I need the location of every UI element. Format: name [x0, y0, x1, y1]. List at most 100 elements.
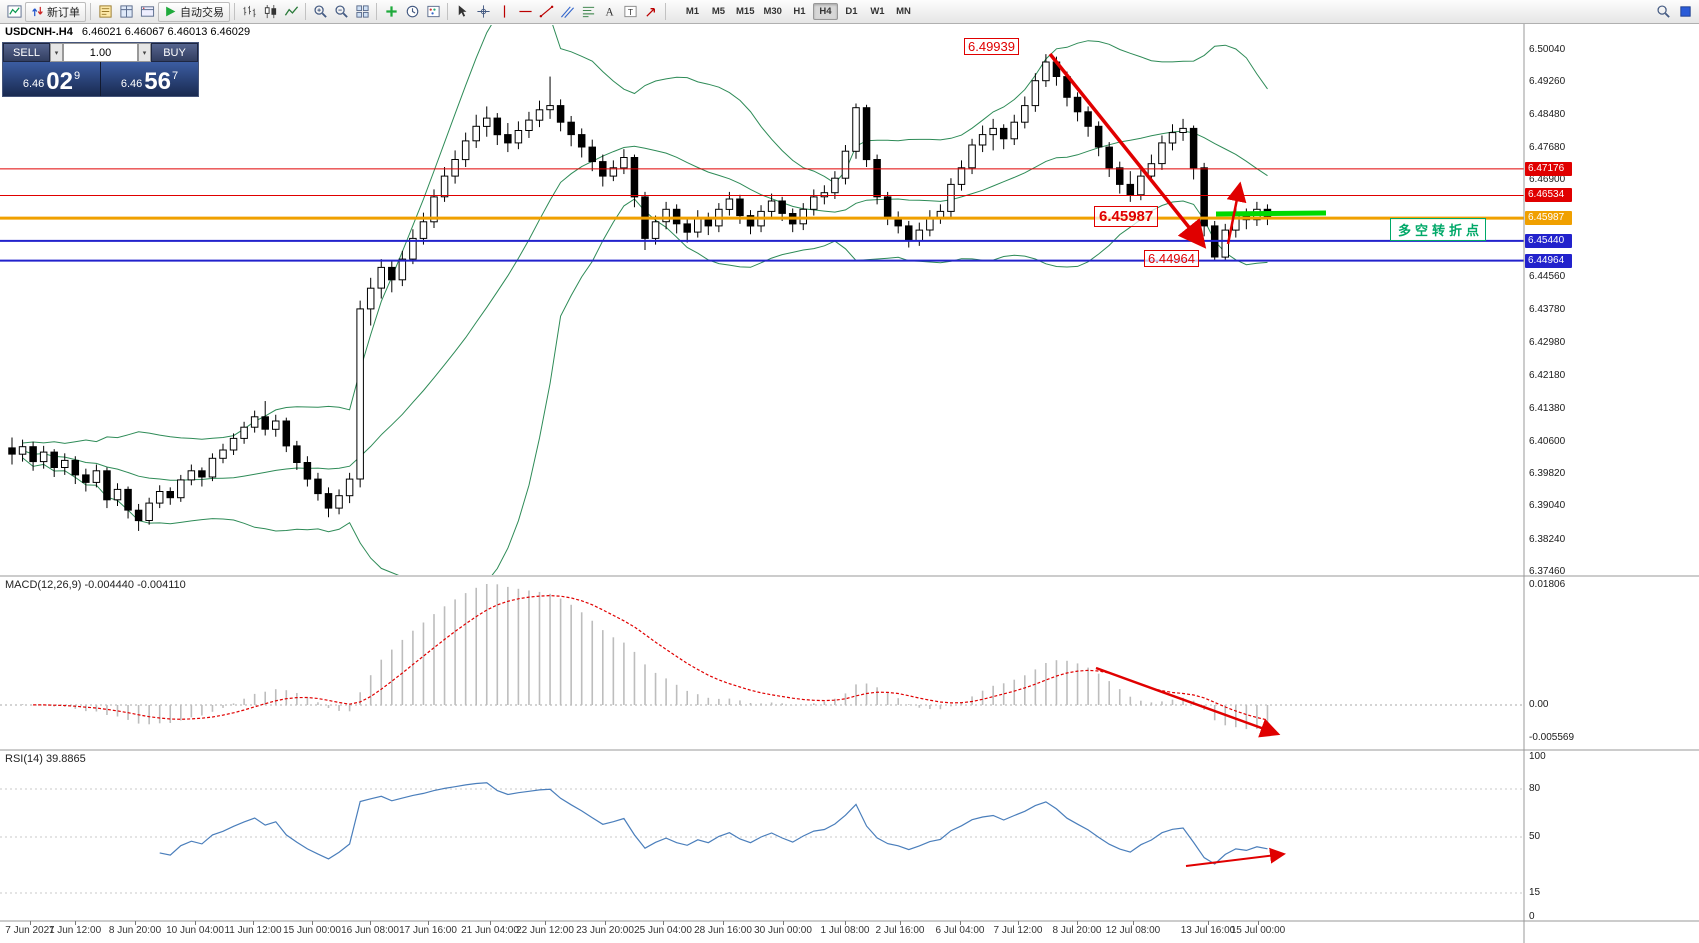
bollinger-lower-band	[22, 198, 1268, 575]
candle-body	[272, 420, 280, 430]
candle-body	[345, 478, 354, 497]
toolbar-separator	[234, 3, 235, 20]
candle-body	[1105, 146, 1113, 169]
turning-point-label[interactable]: 多空转折点	[1390, 218, 1487, 241]
candlestick-chart-type-icon[interactable]	[260, 2, 280, 22]
candle-body	[356, 308, 364, 480]
data-window-icon[interactable]	[116, 2, 136, 22]
trendline-tool-icon[interactable]	[536, 2, 556, 22]
timeframe-d1-button[interactable]: D1	[845, 6, 858, 17]
timeframe-h1-button[interactable]: H1	[793, 6, 806, 17]
candle-body	[883, 196, 892, 219]
fibonacci-tool-icon[interactable]	[578, 2, 598, 22]
bar-chart-type-icon[interactable]	[239, 2, 259, 22]
macd-panel	[0, 584, 1524, 730]
sell-button[interactable]: SELL	[3, 43, 50, 62]
toolbar-separator	[447, 3, 448, 20]
rsi-line	[159, 782, 1268, 865]
candle-body	[177, 479, 185, 499]
timeframe-m1-button[interactable]: M1	[685, 6, 700, 17]
add-indicator-icon[interactable]	[381, 2, 401, 22]
zoom-in-icon[interactable]	[310, 2, 330, 22]
timeframe-mn-button[interactable]: MN	[896, 6, 911, 17]
autotrading-button[interactable]: 自动交易	[158, 1, 230, 22]
tile-windows-icon[interactable]	[352, 2, 372, 22]
autotrading-label: 自动交易	[180, 6, 224, 19]
candle-body	[461, 140, 470, 161]
candle-body	[1158, 142, 1166, 165]
candle-body	[831, 177, 839, 194]
timeframe-m30-button[interactable]: M30	[763, 6, 782, 17]
candle-body	[810, 196, 818, 210]
timeframe-w1-button[interactable]: W1	[870, 6, 885, 17]
candle-body	[1010, 121, 1018, 140]
candle-body	[8, 447, 16, 455]
sell-price[interactable]: 6.46 02 9	[3, 62, 100, 96]
candle-body	[651, 221, 660, 239]
low-price-label[interactable]: 6.44964	[1144, 250, 1199, 267]
search-icon[interactable]	[1653, 2, 1673, 22]
candle-body	[398, 258, 407, 281]
candle-body	[1084, 111, 1092, 127]
candle-body	[493, 117, 502, 136]
symbol-period-label: USDCNH-.H4	[5, 26, 73, 38]
market-watch-icon[interactable]	[95, 2, 115, 22]
trend-arrow	[1095, 666, 1281, 738]
buy-price-prefix: 6.46	[120, 78, 143, 90]
zoom-out-icon[interactable]	[331, 2, 351, 22]
candle-body	[388, 266, 396, 281]
candle-body	[630, 157, 639, 198]
bollinger-upper-band	[22, 25, 1268, 444]
chart-shift-icon[interactable]	[1675, 2, 1695, 22]
horizontal-line-tool-icon[interactable]	[515, 2, 535, 22]
candle-body	[852, 107, 860, 152]
buy-button[interactable]: BUY	[151, 43, 198, 62]
trade-prices-row: 6.46 02 9 6.46 56 7	[3, 62, 198, 96]
candle-body	[71, 459, 80, 476]
breakdown-price-label[interactable]: 6.45987	[1094, 206, 1159, 227]
candle-body	[968, 144, 976, 169]
candle-body	[18, 446, 27, 455]
text-tool-icon[interactable]: A	[599, 2, 619, 22]
peak-price-label[interactable]: 6.49939	[964, 38, 1019, 55]
timeframe-m15-button[interactable]: M15	[736, 6, 755, 17]
volume-input[interactable]	[63, 43, 138, 62]
line-chart-type-icon[interactable]	[281, 2, 301, 22]
candle-body	[514, 130, 523, 144]
new-order-label: 新订单	[47, 6, 80, 19]
chart-window-icon[interactable]	[4, 2, 24, 22]
new-order-button[interactable]: 新订单	[25, 1, 86, 22]
volume-decrease-stepper[interactable]: ▾	[50, 43, 63, 62]
periods-icon[interactable]	[402, 2, 422, 22]
candle-body	[1042, 61, 1050, 82]
buy-price[interactable]: 6.46 56 7	[100, 62, 198, 96]
label-tool-icon[interactable]: T	[620, 2, 640, 22]
candle-body	[873, 159, 881, 198]
vertical-line-tool-icon[interactable]	[494, 2, 514, 22]
candle-body	[39, 451, 48, 463]
bollinger-middle-band	[22, 130, 1268, 481]
candle-body	[999, 127, 1008, 140]
candle-body	[957, 167, 966, 185]
candle-body	[672, 208, 681, 225]
terminal-icon[interactable]	[137, 2, 157, 22]
templates-icon[interactable]	[423, 2, 443, 22]
timeframe-m5-button[interactable]: M5	[711, 6, 726, 17]
volume-increase-stepper[interactable]: ▾	[138, 43, 151, 62]
candle-body	[841, 150, 850, 179]
candle-body	[799, 208, 807, 225]
candle-body	[314, 478, 322, 495]
cursor-icon[interactable]	[452, 2, 472, 22]
candle-body	[535, 109, 544, 121]
candle-body	[261, 416, 269, 430]
candle-body	[736, 198, 744, 217]
timeframe-h4-button[interactable]: H4	[812, 3, 838, 20]
crosshair-icon[interactable]	[473, 2, 493, 22]
channel-tool-icon[interactable]	[557, 2, 577, 22]
arrows-tool-icon[interactable]	[641, 2, 661, 22]
candle-body	[483, 117, 491, 127]
candle-body	[746, 215, 755, 227]
candle-body	[250, 416, 259, 428]
candle-body	[198, 470, 206, 478]
